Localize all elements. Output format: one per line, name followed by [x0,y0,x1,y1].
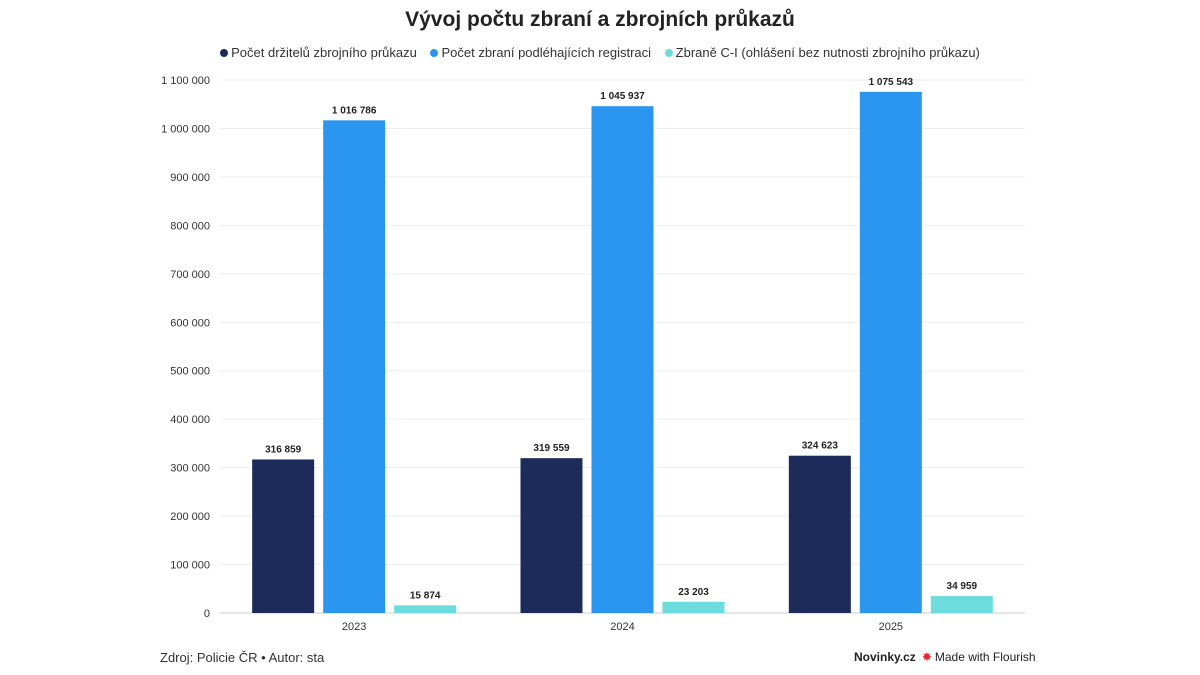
y-tick-label: 400 000 [170,414,210,426]
y-tick-label: 100 000 [170,560,210,572]
source-note: Zdroj: Policie ČR • Autor: sta [160,650,325,665]
data-label: 324 623 [802,441,839,452]
data-label: 1 075 543 [869,77,914,88]
bar[interactable] [662,601,725,613]
data-label: 1 016 786 [332,105,377,116]
data-label: 316 859 [265,444,302,455]
y-tick-label: 1 100 000 [161,75,210,87]
y-tick-label: 600 000 [170,317,210,329]
legend-item[interactable]: Počet zbraní podléhajících registraci [430,45,651,60]
legend-item[interactable]: Počet držitelů zbrojního průkazu [220,45,417,60]
legend-label: Zbraně C-I (ohlášení bez nutnosti zbrojn… [675,45,980,60]
data-label: 23 203 [678,587,709,598]
y-tick-label: 0 [204,608,210,620]
bar[interactable] [591,106,654,613]
bar[interactable] [252,459,315,613]
legend-dot-icon [664,49,673,57]
legend-label: Počet zbraní podléhajících registraci [441,45,652,60]
bar[interactable] [323,120,386,613]
chart-title: Vývoj počtu zbraní a zbrojních průkazů [405,8,795,31]
data-label: 1 045 937 [600,91,645,102]
legend: Počet držitelů zbrojního průkazu Počet z… [0,45,1200,60]
legend-item[interactable]: Zbraně C-I (ohlášení bez nutnosti zbrojn… [664,45,980,60]
legend-dot-icon [220,49,229,57]
y-tick-label: 200 000 [170,511,210,523]
bar[interactable] [859,91,922,613]
legend-dot-icon [430,49,439,57]
y-tick-label: 500 000 [170,366,210,378]
x-tick-label: 2025 [879,621,903,633]
data-label: 15 874 [410,590,441,601]
flourish-icon: ✸ [921,650,932,664]
bar[interactable] [930,596,993,613]
branding: Novinky.cz ✸ Made with Flourish [854,650,1036,664]
legend-label: Počet držitelů zbrojního průkazu [231,45,417,60]
y-tick-label: 800 000 [170,220,210,232]
bar[interactable] [788,455,851,613]
x-tick-label: 2023 [342,621,366,633]
y-tick-label: 900 000 [170,172,210,184]
y-tick-label: 300 000 [170,463,210,475]
data-label: 319 559 [533,443,570,454]
brand-logo[interactable]: Novinky.cz [854,650,916,664]
y-tick-label: 1 000 000 [161,123,210,135]
x-tick-label: 2024 [610,621,634,633]
y-tick-label: 700 000 [170,269,210,281]
flourish-link[interactable]: Made with Flourish [934,650,1036,664]
bar[interactable] [394,605,457,613]
data-label: 34 959 [947,581,978,592]
bar[interactable] [520,458,583,613]
